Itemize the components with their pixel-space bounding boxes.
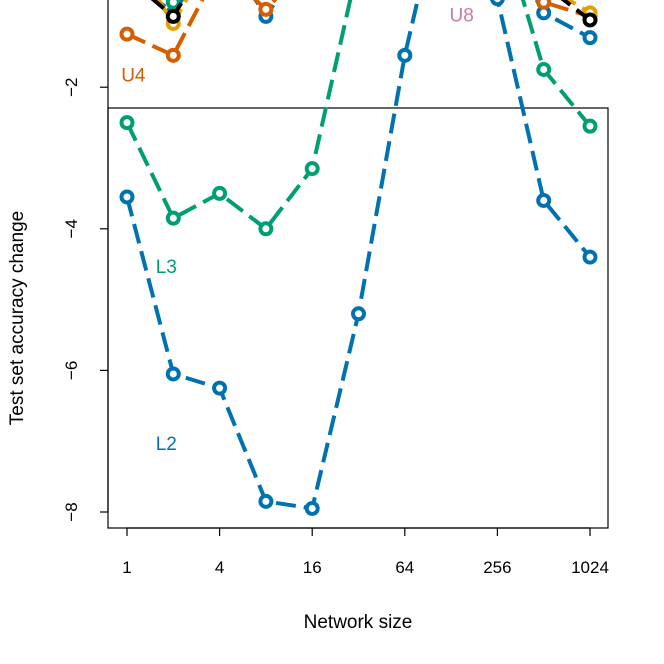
data-point-l2 <box>582 249 598 265</box>
data-point-l2 <box>536 192 552 208</box>
series-u4 <box>119 0 598 63</box>
data-point-l2 <box>304 500 320 516</box>
data-point-u4 <box>119 26 135 42</box>
x-tick-label: 64 <box>395 558 414 577</box>
data-point-l2 <box>258 493 274 509</box>
data-point-l3 <box>165 210 181 226</box>
series-line-l5 <box>167 0 178 5</box>
data-point-l3 <box>536 62 552 77</box>
series-l2 <box>119 0 598 516</box>
data-point-o4 <box>165 8 181 24</box>
data-point-l2 <box>397 47 413 63</box>
series-l3 <box>119 0 598 237</box>
series-line-u4 <box>126 0 591 58</box>
x-tick-label: 1 <box>122 558 131 577</box>
data-point-u4 <box>258 1 274 17</box>
data-point-l2 <box>165 366 181 382</box>
y-tick-label: −2 <box>62 78 81 97</box>
data-point-l2 <box>490 0 505 7</box>
series-label-l2: L2 <box>156 434 177 455</box>
data-point-l3 <box>258 221 274 237</box>
series-o4 <box>150 0 598 28</box>
data-point-l3 <box>304 161 320 177</box>
data-point-l5 <box>165 0 181 10</box>
series-layer <box>119 0 598 516</box>
data-point-l2 <box>119 189 135 205</box>
x-tick-label: 16 <box>303 558 322 577</box>
y-tick-label: −4 <box>62 219 81 238</box>
data-point-l3 <box>212 185 228 201</box>
series-line-l4 <box>153 0 591 40</box>
data-point-l4 <box>582 30 598 46</box>
x-axis-title: Network size <box>304 612 413 633</box>
data-point-u4 <box>165 47 181 63</box>
data-point-l3 <box>119 115 135 131</box>
y-tick-label: −8 <box>62 502 81 521</box>
series-line-l3 <box>125 0 592 231</box>
series-line-l2 <box>125 0 592 511</box>
series-label-u8: U8 <box>450 5 474 26</box>
y-axis: −8−6−4−202 <box>62 0 109 522</box>
x-axis: 1 4 16 64 256 1024 <box>122 527 609 577</box>
data-point-l3 <box>582 118 598 134</box>
y-axis-title: Test set accuracy change <box>7 211 28 425</box>
x-tick-label: 4 <box>215 558 224 577</box>
data-point-l2 <box>351 306 366 322</box>
series-label-l3: L3 <box>156 257 177 278</box>
x-tick-label: 256 <box>483 558 511 577</box>
data-point-o4 <box>582 12 598 28</box>
data-point-l2 <box>212 380 228 396</box>
series-label-u4: U4 <box>121 66 146 87</box>
series-l5 <box>165 0 181 10</box>
y-tick-label: −6 <box>62 361 81 380</box>
series-labels: L2L3U4U5O4L5L4U8 <box>121 5 474 455</box>
data-point-u4 <box>536 0 552 10</box>
x-tick-label: 1024 <box>571 558 609 577</box>
